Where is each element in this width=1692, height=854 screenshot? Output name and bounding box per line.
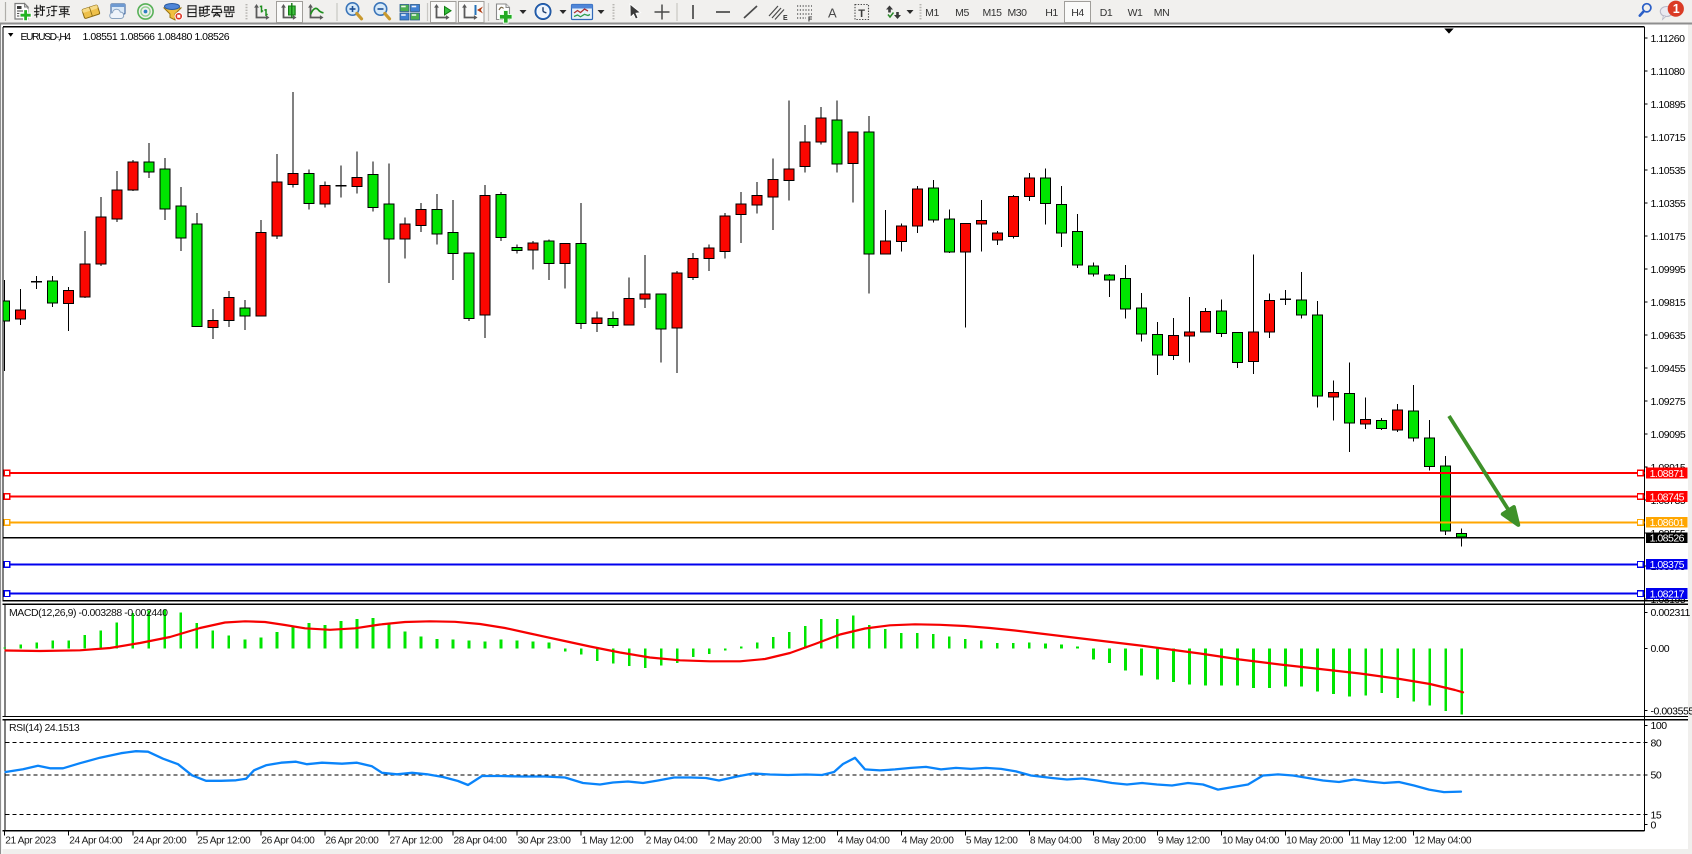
svg-text:1: 1 xyxy=(1673,2,1680,16)
svg-text:1.08601: 1.08601 xyxy=(1650,517,1685,529)
svg-text:A: A xyxy=(828,6,837,21)
svg-text:1.11260: 1.11260 xyxy=(1651,33,1686,45)
svg-text:M15: M15 xyxy=(982,7,1002,19)
svg-text:T: T xyxy=(858,8,865,20)
svg-text:80: 80 xyxy=(1651,737,1662,749)
svg-text:1.09635: 1.09635 xyxy=(1651,330,1686,342)
svg-text:1.10535: 1.10535 xyxy=(1651,165,1686,177)
svg-text:1.09095: 1.09095 xyxy=(1651,429,1686,441)
svg-text:E: E xyxy=(783,15,788,22)
svg-text:M5: M5 xyxy=(955,7,969,19)
svg-text:1.09995: 1.09995 xyxy=(1651,264,1686,276)
svg-text:15: 15 xyxy=(1651,809,1662,821)
svg-text:1.09275: 1.09275 xyxy=(1651,396,1686,408)
svg-text:50: 50 xyxy=(1651,770,1662,782)
svg-text:4 May 20:00: 4 May 20:00 xyxy=(902,836,954,847)
svg-text:1.08217: 1.08217 xyxy=(1650,589,1685,601)
svg-text:21 Apr 2023: 21 Apr 2023 xyxy=(5,836,56,847)
svg-text:27 Apr 12:00: 27 Apr 12:00 xyxy=(390,836,444,847)
svg-text:8 May 04:00: 8 May 04:00 xyxy=(1030,836,1082,847)
svg-text:4 May 04:00: 4 May 04:00 xyxy=(838,836,890,847)
svg-text:RSI(14) 24.1513: RSI(14) 24.1513 xyxy=(9,722,80,734)
svg-text:10 May 20:00: 10 May 20:00 xyxy=(1286,836,1344,847)
svg-text:30 Apr 23:00: 30 Apr 23:00 xyxy=(518,836,572,847)
svg-text:-0.003555: -0.003555 xyxy=(1651,705,1692,717)
svg-text:1.08745: 1.08745 xyxy=(1650,491,1685,503)
svg-text:W1: W1 xyxy=(1128,7,1143,19)
svg-text:M1: M1 xyxy=(925,7,939,19)
svg-text:MN: MN xyxy=(1154,7,1169,19)
svg-text:H4: H4 xyxy=(1071,7,1084,19)
svg-text:1 May 12:00: 1 May 12:00 xyxy=(582,836,634,847)
svg-text:1.10175: 1.10175 xyxy=(1651,231,1686,243)
svg-text:1.10895: 1.10895 xyxy=(1651,99,1686,111)
svg-text:28 Apr 04:00: 28 Apr 04:00 xyxy=(454,836,508,847)
svg-text:1.08526: 1.08526 xyxy=(1650,533,1685,545)
svg-text:24 Apr 04:00: 24 Apr 04:00 xyxy=(69,836,123,847)
svg-text:1.09815: 1.09815 xyxy=(1651,297,1686,309)
svg-text:3 May 12:00: 3 May 12:00 xyxy=(774,836,826,847)
svg-text:1.10355: 1.10355 xyxy=(1651,198,1686,210)
svg-text:1.10715: 1.10715 xyxy=(1651,132,1686,144)
svg-text:0: 0 xyxy=(1651,819,1657,831)
svg-text:1.08551 1.08566 1.08480 1.0852: 1.08551 1.08566 1.08480 1.08526 xyxy=(83,31,230,43)
svg-text:24 Apr 20:00: 24 Apr 20:00 xyxy=(133,836,187,847)
svg-text:26 Apr 20:00: 26 Apr 20:00 xyxy=(325,836,379,847)
svg-text:2 May 04:00: 2 May 04:00 xyxy=(646,836,698,847)
svg-text:D1: D1 xyxy=(1100,7,1113,19)
svg-text:2 May 20:00: 2 May 20:00 xyxy=(710,836,762,847)
svg-text:1.09455: 1.09455 xyxy=(1651,363,1686,375)
svg-text:11 May 12:00: 11 May 12:00 xyxy=(1350,836,1407,847)
svg-text:M30: M30 xyxy=(1007,7,1027,19)
svg-text:EURUSD-,H4: EURUSD-,H4 xyxy=(21,32,72,43)
svg-text:8 May 20:00: 8 May 20:00 xyxy=(1094,836,1146,847)
svg-text:100: 100 xyxy=(1651,720,1668,732)
svg-text:12 May 04:00: 12 May 04:00 xyxy=(1414,836,1472,847)
svg-text:F: F xyxy=(808,17,813,24)
svg-text:1.11080: 1.11080 xyxy=(1651,66,1686,78)
svg-text:MACD(12,26,9) -0.003288 -0.002: MACD(12,26,9) -0.003288 -0.002440 xyxy=(9,607,168,619)
svg-text:1.08871: 1.08871 xyxy=(1650,468,1685,480)
svg-text:10 May 04:00: 10 May 04:00 xyxy=(1222,836,1280,847)
svg-text:25 Apr 12:00: 25 Apr 12:00 xyxy=(197,836,251,847)
svg-text:1.08375: 1.08375 xyxy=(1650,559,1685,571)
svg-text:0.00: 0.00 xyxy=(1651,643,1670,655)
svg-text:9 May 12:00: 9 May 12:00 xyxy=(1158,836,1210,847)
svg-text:5 May 12:00: 5 May 12:00 xyxy=(966,836,1018,847)
svg-text:H1: H1 xyxy=(1045,7,1058,19)
svg-text:26 Apr 04:00: 26 Apr 04:00 xyxy=(261,836,315,847)
svg-text:0.002311: 0.002311 xyxy=(1651,607,1691,619)
